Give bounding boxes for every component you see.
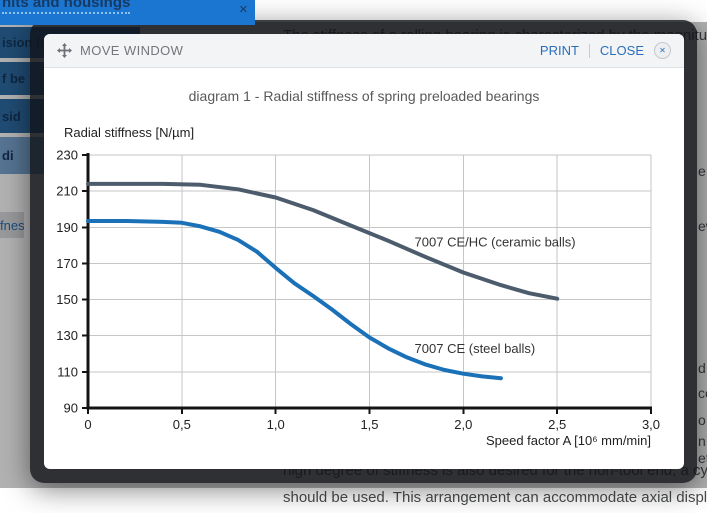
- svg-text:0: 0: [84, 417, 91, 432]
- svg-text:190: 190: [56, 220, 78, 235]
- svg-text:0,5: 0,5: [173, 417, 191, 432]
- svg-text:1,0: 1,0: [267, 417, 285, 432]
- svg-text:7007 CE/HC (ceramic balls): 7007 CE/HC (ceramic balls): [415, 234, 576, 249]
- svg-text:110: 110: [57, 364, 78, 379]
- background-paragraph-bottom: should be used. This arrangement can acc…: [283, 489, 707, 506]
- popup-actions: PRINT CLOSE ✕: [540, 42, 671, 59]
- text-fragment: d: [698, 360, 706, 376]
- text-fragment: e: [698, 163, 706, 179]
- stiffness-link-fragment[interactable]: fnes: [0, 212, 25, 238]
- svg-text:Speed factor A [10⁶ mm/min]: Speed factor A [10⁶ mm/min]: [486, 433, 651, 448]
- text-fragment: ew: [698, 218, 707, 234]
- svg-text:1,5: 1,5: [360, 417, 378, 432]
- svg-text:Radial stiffness [N/µm]: Radial stiffness [N/µm]: [64, 125, 194, 140]
- chart-area: 90 110 130 150 170 190 210 230 0 0,5 1,0 1,5 2,0 2,5 3…: [44, 110, 684, 460]
- svg-text:7007 CE (steel balls): 7007 CE (steel balls): [415, 341, 536, 356]
- svg-text:170: 170: [56, 256, 78, 271]
- svg-text:90: 90: [64, 401, 78, 416]
- move-icon: [57, 43, 72, 58]
- link-fragment-text: fnes: [0, 217, 25, 233]
- svg-text:130: 130: [56, 328, 78, 343]
- close-icon[interactable]: ✕: [654, 42, 671, 59]
- sidebar-header-label: nits and housings: [2, 0, 131, 14]
- popup-toolbar: MOVE WINDOW PRINT CLOSE ✕: [44, 34, 684, 68]
- diagram-popup-window: MOVE WINDOW PRINT CLOSE ✕ diagram 1 - Ra…: [44, 34, 684, 469]
- move-window-label: MOVE WINDOW: [80, 43, 184, 58]
- close-button[interactable]: CLOSE: [599, 43, 644, 58]
- print-button[interactable]: PRINT: [539, 43, 579, 58]
- diagram-title: diagram 1 - Radial stiffness of spring p…: [188, 88, 540, 104]
- svg-text:3,0: 3,0: [642, 417, 660, 432]
- toolbar-divider: [588, 43, 590, 58]
- text-fragment: et: [698, 450, 707, 466]
- svg-text:230: 230: [56, 148, 78, 163]
- text-fragment: ce: [698, 385, 707, 401]
- svg-text:150: 150: [56, 292, 78, 307]
- svg-text:210: 210: [56, 184, 78, 199]
- text-fragment: n: [698, 433, 706, 449]
- svg-text:2,0: 2,0: [454, 417, 472, 432]
- sidebar-header-close-icon[interactable]: ✕: [238, 4, 248, 16]
- text-fragment: o: [698, 412, 706, 428]
- sidebar-header-units-and-housings[interactable]: nits and housings ✕: [0, 0, 255, 25]
- stiffness-chart: 90 110 130 150 170 190 210 230 0 0,5 1,0 1,5 2,0 2,5 3…: [56, 125, 660, 448]
- move-window-button[interactable]: MOVE WINDOW: [57, 43, 183, 58]
- svg-text:2,5: 2,5: [548, 417, 566, 432]
